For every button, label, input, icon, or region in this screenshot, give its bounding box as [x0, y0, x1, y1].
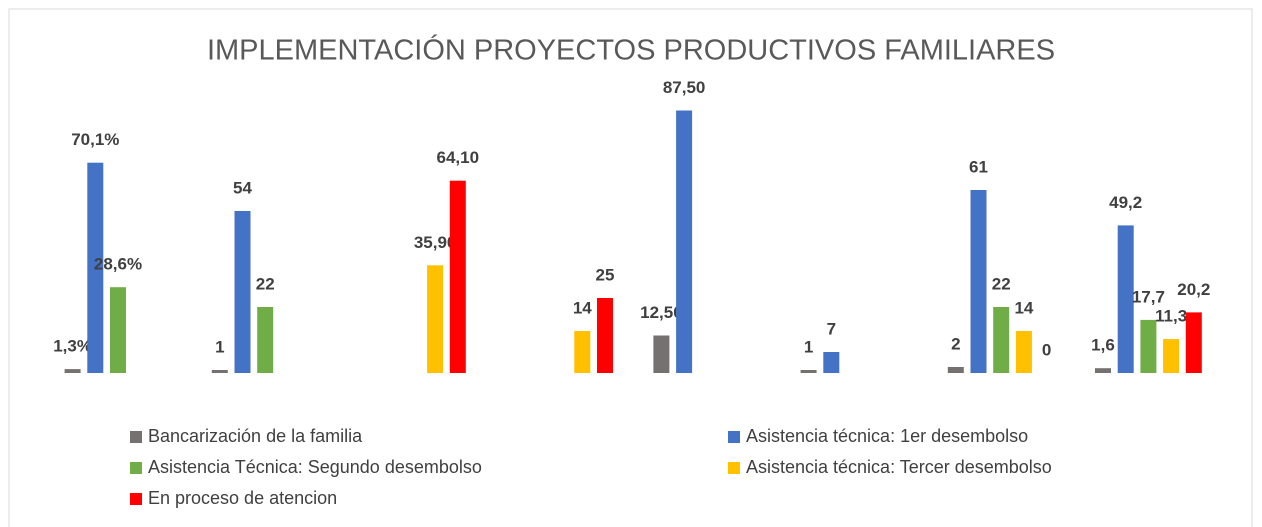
bar: [257, 307, 274, 373]
bar: [800, 370, 817, 373]
data-label: 12,50: [640, 303, 683, 322]
bar: [449, 180, 466, 373]
legend-swatch: [728, 431, 740, 443]
bar: [947, 367, 964, 373]
data-label: 1,6: [1091, 336, 1115, 355]
data-label: 25: [596, 265, 615, 284]
bar: [970, 190, 987, 373]
data-label: 2: [951, 334, 960, 353]
legend-label: Asistencia técnica: Tercer desembolso: [746, 457, 1052, 477]
bar: [110, 287, 126, 373]
data-label: 70,1%: [71, 130, 119, 149]
bar: [823, 352, 840, 373]
data-label: 49,2: [1109, 193, 1142, 212]
legend-label: Asistencia Técnica: Segundo desembolso: [148, 457, 482, 477]
legend-swatch: [728, 462, 740, 474]
data-label: 14: [1014, 298, 1033, 317]
bar: [211, 370, 228, 373]
bar: [574, 331, 591, 373]
legend-swatch: [130, 493, 142, 505]
data-label: 22: [256, 274, 275, 293]
data-label: 1,3%: [53, 337, 92, 356]
bar: [1015, 331, 1032, 373]
chart-border: [8, 8, 1253, 527]
bar: [427, 265, 444, 373]
bar: [1163, 339, 1180, 373]
bar: [64, 369, 81, 373]
bar: [1185, 312, 1202, 373]
legend-label: En proceso de atencion: [148, 488, 337, 508]
bar: [1117, 225, 1134, 373]
legend-label: Asistencia técnica: 1er desembolso: [746, 426, 1028, 446]
bar: [1095, 368, 1111, 373]
legend-swatch: [130, 431, 142, 443]
data-label: 1: [804, 337, 813, 356]
bar: [597, 298, 613, 373]
data-label: 64,10: [437, 148, 480, 167]
data-label: 28,6%: [94, 255, 142, 274]
data-label: 54: [233, 178, 252, 197]
legend-label: Bancarización de la familia: [148, 426, 363, 446]
data-label: 11,3: [1155, 307, 1187, 326]
data-label: 61: [969, 157, 988, 176]
bar: [653, 335, 670, 373]
data-label: 22: [992, 274, 1011, 293]
bar: [676, 110, 693, 373]
data-label: 7: [827, 319, 836, 338]
legend-swatch: [130, 462, 142, 474]
bar: [87, 162, 104, 373]
data-label: 17,7: [1132, 287, 1165, 306]
data-label: 0: [1042, 340, 1051, 359]
data-label: 1: [215, 337, 224, 356]
data-label: 14: [573, 298, 592, 317]
bar: [1140, 319, 1157, 373]
data-label: 35,90: [414, 233, 457, 252]
data-label: 20,2: [1177, 280, 1210, 299]
bar: [993, 307, 1010, 373]
chart-title: IMPLEMENTACIÓN PROYECTOS PRODUCTIVOS FAM…: [207, 34, 1055, 67]
bar: [234, 211, 251, 373]
data-label: 87,50: [663, 78, 706, 97]
